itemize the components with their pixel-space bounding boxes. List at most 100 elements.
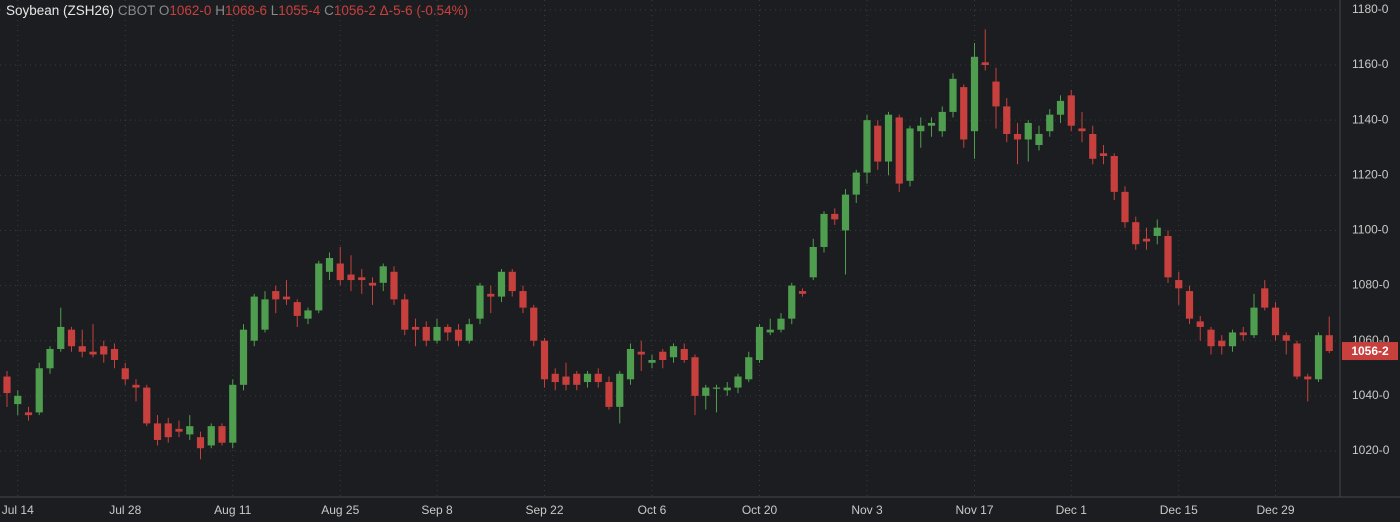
change: Δ-5-6 (-0.54%): [379, 3, 469, 18]
candle-body: [1132, 222, 1140, 245]
candle-body: [1056, 100, 1065, 115]
candle-body: [745, 357, 753, 380]
x-tick-label: Nov 3: [851, 503, 883, 517]
candle-body: [46, 348, 54, 369]
candle-body: [1185, 291, 1194, 319]
candle-body: [14, 395, 22, 405]
candle-body: [917, 125, 925, 132]
candle-body: [960, 87, 968, 140]
candle-body: [1250, 307, 1258, 336]
x-tick-label: Nov 17: [955, 503, 993, 517]
candle-body: [1046, 114, 1054, 132]
candle-body: [250, 296, 258, 341]
candle-body: [594, 373, 602, 383]
candle-body: [1239, 332, 1247, 336]
candle-body: [691, 357, 699, 396]
candle-body: [766, 329, 774, 333]
candle-body: [1110, 156, 1118, 192]
x-tick-label: Jul 28: [109, 503, 141, 517]
candle-body: [89, 351, 97, 355]
candle-body: [841, 194, 850, 231]
candle-body: [1121, 191, 1129, 223]
candle-body: [1196, 321, 1204, 327]
high-value: 1068-6: [224, 3, 267, 18]
candle-body: [798, 291, 807, 294]
candle-body: [519, 291, 527, 308]
y-tick-label: 1140-0: [1352, 112, 1389, 126]
candle-body: [57, 326, 65, 349]
candle-body: [1325, 335, 1333, 352]
symbol: Soybean (ZSH26): [6, 3, 115, 18]
candle-body: [411, 326, 420, 330]
x-tick-label: Dec 1: [1056, 503, 1088, 517]
candle-body: [1218, 340, 1226, 347]
last-price-tag: [1342, 342, 1398, 361]
candle-body: [927, 122, 936, 126]
y-tick-label: 1120-0: [1352, 167, 1389, 181]
candle-body: [164, 423, 172, 438]
candle-body: [454, 329, 463, 341]
candle-body: [433, 326, 441, 341]
candle-body: [1282, 335, 1290, 341]
x-tick-label: Aug 25: [321, 503, 359, 517]
low-label: L: [270, 3, 279, 18]
candle-body: [1314, 335, 1323, 380]
candle-body: [422, 326, 430, 341]
candle-body: [669, 346, 678, 358]
candle-body: [1099, 153, 1108, 157]
y-tick-label: 1100-0: [1352, 223, 1389, 237]
candle-body: [497, 271, 506, 297]
candle-body: [336, 263, 344, 281]
candle-body: [659, 351, 667, 361]
x-tick-label: Sep 8: [421, 503, 453, 517]
candle-body: [1142, 238, 1151, 242]
candle-body: [680, 348, 688, 361]
candle-body: [573, 373, 581, 385]
candle-body: [1228, 332, 1237, 347]
open-label: O: [158, 3, 170, 18]
candle-body: [1078, 128, 1086, 132]
candle-body: [992, 81, 1000, 107]
candle-body: [884, 114, 893, 162]
candle-body: [175, 428, 183, 432]
candle-body: [777, 318, 785, 330]
x-tick-label: Sep 22: [525, 503, 563, 517]
candle-body: [100, 346, 108, 355]
y-tick-label: 1180-0: [1352, 2, 1389, 16]
candle-body: [368, 282, 377, 286]
candle-body: [540, 340, 549, 380]
x-tick-label: Aug 11: [214, 503, 251, 517]
candle-body: [304, 310, 312, 319]
candle-body: [358, 277, 366, 281]
y-tick-label: 1020-0: [1352, 443, 1390, 457]
candle-body: [390, 271, 398, 300]
exchange: CBOT: [117, 3, 156, 18]
candle-body: [809, 246, 817, 278]
candle-body: [132, 384, 140, 388]
open-value: 1062-0: [169, 3, 212, 18]
candle-body: [1035, 133, 1043, 145]
candle-body: [981, 62, 989, 66]
x-tick-label: Dec 29: [1256, 503, 1294, 517]
candle-body: [1175, 280, 1183, 289]
candle-body: [626, 348, 635, 380]
close-value: 1056-2: [333, 3, 376, 18]
candle-body: [325, 258, 334, 272]
candle-body: [186, 426, 194, 435]
candle-body: [487, 293, 495, 297]
candle-body: [1089, 133, 1097, 159]
symbol-header: Soybean (ZSH26) CBOT O1062-0 H1068-6 L10…: [6, 3, 468, 18]
candle-body: [1067, 95, 1075, 126]
candle-body: [153, 423, 162, 440]
candle-body: [831, 213, 839, 220]
candle-body: [1013, 133, 1022, 140]
candle-body: [508, 271, 516, 292]
candle-body: [67, 329, 76, 347]
y-tick-label: 1040-0: [1352, 388, 1390, 402]
candle-body: [1153, 227, 1161, 236]
candle-body: [949, 78, 957, 112]
candle-body: [648, 360, 656, 363]
candle-body: [347, 274, 355, 281]
